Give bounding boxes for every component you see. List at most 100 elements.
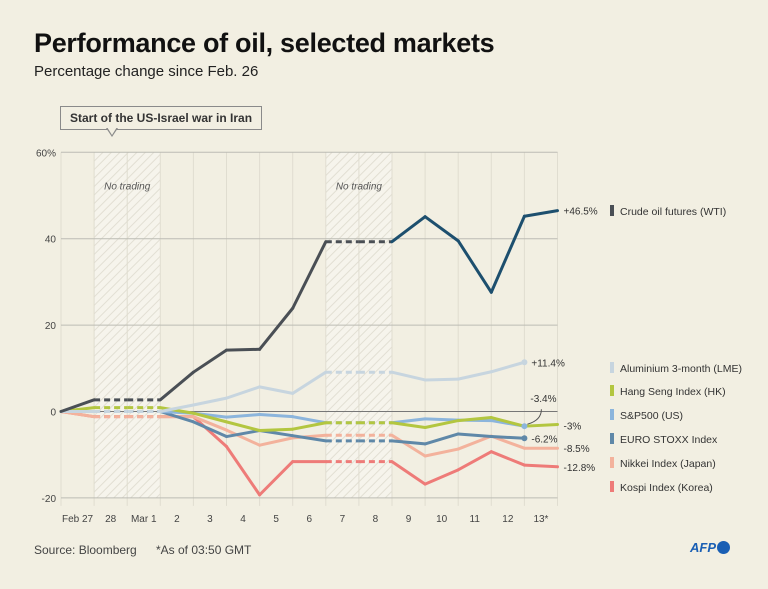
series-segment-aluminium-3-month-lme- bbox=[423, 377, 460, 382]
legend-label: Hang Seng Index (HK) bbox=[620, 386, 726, 398]
legend-swatch bbox=[610, 481, 614, 492]
series-segment-hang-seng-index-hk- bbox=[258, 427, 295, 433]
series-segment-aluminium-3-month-lme- bbox=[291, 370, 328, 395]
end-point-euro-stoxx-index bbox=[521, 435, 528, 442]
series-segment-crude-oil-futures-wti- bbox=[191, 348, 228, 374]
x-tick-label: 28 bbox=[105, 514, 117, 525]
series-segment-hang-seng-index-hk- bbox=[522, 422, 559, 428]
x-tick-label: 3 bbox=[207, 514, 213, 525]
series-segment-euro-stoxx-index bbox=[191, 420, 228, 439]
legend-label: S&P500 (US) bbox=[620, 410, 683, 422]
series-segment-kospi-index-korea- bbox=[456, 450, 493, 472]
x-tick-label: 7 bbox=[340, 514, 346, 525]
series-segment-hang-seng-index-hk- bbox=[158, 406, 195, 415]
x-tick-label: 4 bbox=[240, 514, 246, 525]
end-value-label: -12.8% bbox=[564, 463, 596, 474]
legend-swatch bbox=[610, 457, 614, 468]
y-tick-label: -20 bbox=[42, 494, 57, 505]
series-segment-kospi-index-korea- bbox=[390, 460, 427, 486]
series-segment-crude-oil-futures-wti- bbox=[489, 214, 526, 294]
series-segment-kospi-index-korea- bbox=[423, 468, 460, 486]
legend-swatch bbox=[610, 205, 614, 216]
y-tick-label: 40 bbox=[45, 235, 57, 246]
x-tick-label: 8 bbox=[373, 514, 379, 525]
series-segment-nikkei-index-japan- bbox=[191, 415, 228, 432]
logo-text: AFP bbox=[690, 540, 716, 555]
x-tick-label: 9 bbox=[406, 514, 412, 525]
end-value-label: -3% bbox=[564, 421, 582, 432]
no-trading-label: No trading bbox=[336, 181, 383, 192]
series-segment-crude-oil-futures-wti- bbox=[225, 347, 262, 352]
series-segment-aluminium-3-month-lme- bbox=[456, 370, 493, 381]
legend-swatch bbox=[610, 385, 614, 396]
series-segment-euro-stoxx-index bbox=[390, 439, 427, 446]
annotation-pointer-fill bbox=[107, 127, 117, 135]
series-segment-crude-oil-futures-wti- bbox=[258, 306, 295, 351]
x-tick-label: 11 bbox=[470, 514, 481, 525]
legend-label: EURO STOXX Index bbox=[620, 434, 718, 446]
x-tick-label: 13* bbox=[533, 514, 548, 525]
y-tick-label: 20 bbox=[45, 321, 57, 332]
series-segment-aluminium-3-month-lme- bbox=[191, 396, 228, 407]
series-segment-kospi-index-korea- bbox=[522, 463, 559, 469]
x-tick-label: Feb 27 bbox=[62, 514, 94, 525]
series-segment-crude-oil-futures-wti- bbox=[59, 398, 96, 413]
series-segment-nikkei-index-japan- bbox=[258, 436, 295, 447]
no-trading-label: No trading bbox=[104, 181, 151, 192]
series-segment-kospi-index-korea- bbox=[258, 460, 295, 497]
series-segment-s-p500-us- bbox=[423, 417, 460, 422]
legend-swatch bbox=[610, 433, 614, 444]
legend-label: Crude oil futures (WTI) bbox=[620, 206, 726, 218]
series-segment-aluminium-3-month-lme- bbox=[158, 403, 195, 413]
legend-label: Aluminium 3-month (LME) bbox=[620, 363, 742, 375]
source-note: Source: Bloomberg bbox=[34, 543, 137, 557]
series-segment-hang-seng-index-hk- bbox=[291, 421, 328, 431]
series-segment-nikkei-index-japan- bbox=[390, 433, 427, 458]
series-segment-crude-oil-futures-wti- bbox=[522, 209, 559, 218]
series-segment-kospi-index-korea- bbox=[489, 450, 526, 467]
series-segment-crude-oil-futures-wti- bbox=[423, 215, 460, 243]
series-segment-hang-seng-index-hk- bbox=[225, 420, 262, 433]
end-value-label: -3.4% bbox=[530, 394, 556, 405]
series-segment-hang-seng-index-hk- bbox=[390, 421, 427, 429]
series-segment-s-p500-us- bbox=[225, 413, 262, 419]
end-value-label: -6.2% bbox=[531, 434, 557, 445]
legend-label: Kospi Index (Korea) bbox=[620, 482, 713, 494]
end-value-label: +46.5% bbox=[564, 207, 598, 218]
series-segment-kospi-index-korea- bbox=[191, 415, 228, 448]
legend-label: Nikkei Index (Japan) bbox=[620, 458, 716, 470]
series-segment-s-p500-us- bbox=[258, 413, 295, 419]
series-segment-euro-stoxx-index bbox=[489, 435, 526, 440]
legend-swatch bbox=[610, 362, 614, 373]
logo-dot bbox=[717, 541, 730, 554]
series-segment-hang-seng-index-hk- bbox=[191, 411, 228, 424]
series-segment-euro-stoxx-index bbox=[423, 432, 460, 446]
series-segment-crude-oil-futures-wti- bbox=[456, 239, 493, 294]
sp500-leader-line bbox=[527, 409, 542, 425]
series-segment-aluminium-3-month-lme- bbox=[258, 385, 295, 395]
end-point-s-p500-us bbox=[521, 423, 528, 430]
footnote: *As of 03:50 GMT bbox=[156, 543, 252, 557]
series-segment-aluminium-3-month-lme- bbox=[489, 360, 526, 374]
series-segment-aluminium-3-month-lme- bbox=[225, 385, 262, 400]
legend-swatch bbox=[610, 409, 614, 420]
series-segment-aluminium-3-month-lme- bbox=[390, 370, 427, 382]
series-segment-hang-seng-index-hk- bbox=[456, 416, 493, 423]
series-segment-nikkei-index-japan- bbox=[456, 434, 493, 451]
chart-subtitle: Percentage change since Feb. 26 bbox=[34, 63, 259, 80]
afp-logo: AFP bbox=[690, 540, 730, 555]
series-segment-euro-stoxx-index bbox=[456, 432, 493, 439]
x-tick-label: 12 bbox=[502, 514, 514, 525]
y-tick-label: 60% bbox=[36, 148, 56, 159]
end-value-label: +11.4% bbox=[531, 358, 565, 369]
series-segment-hang-seng-index-hk- bbox=[489, 416, 526, 428]
end-point-aluminium-3-month-lme- bbox=[521, 359, 528, 366]
x-tick-label: Mar 1 bbox=[131, 514, 157, 525]
end-value-label: -8.5% bbox=[564, 444, 590, 455]
y-tick-label: 0 bbox=[50, 408, 56, 419]
x-tick-label: 10 bbox=[436, 514, 448, 525]
x-tick-label: 5 bbox=[273, 514, 279, 525]
series-segment-euro-stoxx-index bbox=[291, 434, 328, 443]
